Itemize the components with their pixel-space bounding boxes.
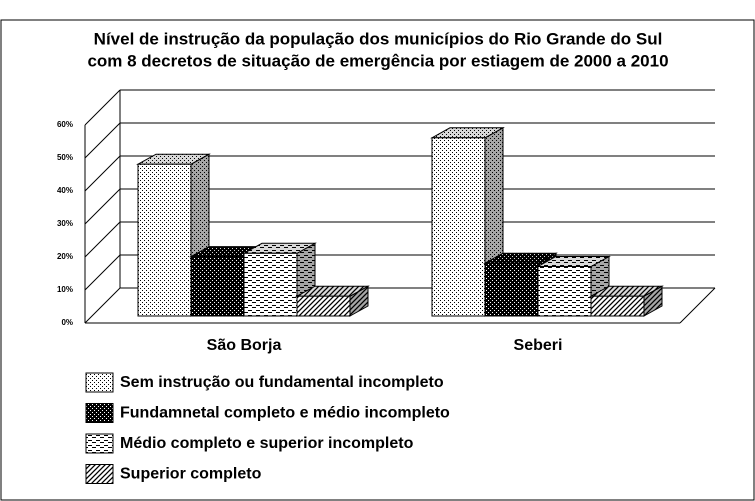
- floor-line: [679, 287, 716, 324]
- bar-top-shade: [432, 127, 503, 138]
- legend-label: Sem instrução ou fundamental incompleto: [120, 374, 444, 391]
- bar-top-shade: [297, 286, 368, 297]
- y-tick-label: 0%: [61, 318, 73, 327]
- bar-side-shade: [644, 286, 662, 316]
- chart-subtitle: com 8 decretos de situação de emergência…: [87, 51, 668, 70]
- bar-top-shade: [244, 243, 315, 254]
- x-tick-label: Seberi: [514, 337, 563, 354]
- legend-swatch: [85, 464, 114, 484]
- frame: [0, 19, 755, 501]
- grid-line: [84, 221, 121, 258]
- grid-line: [84, 254, 121, 291]
- grid-line: [84, 122, 121, 159]
- y-tick-label: 50%: [57, 153, 73, 162]
- legend-label: Médio completo e superior incompleto: [120, 435, 414, 452]
- bar-front: [296, 295, 351, 317]
- bar-front: [243, 252, 298, 317]
- bar-top-shade: [485, 253, 556, 264]
- bar: [589, 285, 664, 317]
- bar-front: [484, 262, 539, 317]
- legend-label: Superior completo: [120, 466, 262, 483]
- grid-line: [84, 155, 121, 192]
- grid-line: [84, 287, 121, 324]
- grid-line: [84, 89, 121, 126]
- legend-swatch: [85, 433, 114, 454]
- bar-side-shade: [350, 286, 368, 316]
- y-tick-label: 30%: [57, 219, 73, 228]
- y-tick-label: 20%: [57, 252, 73, 261]
- legend-label: Fundamnetal completo e médio incompleto: [120, 405, 450, 422]
- y-tick-label: 60%: [57, 120, 73, 129]
- bar-top-shade: [538, 256, 609, 267]
- bar: [295, 285, 370, 317]
- grid-line: [84, 188, 121, 225]
- bar-front: [190, 256, 245, 317]
- bar-front: [537, 266, 592, 317]
- bar-front: [431, 137, 486, 317]
- bar-front: [137, 163, 192, 317]
- bar-top-shade: [138, 154, 209, 165]
- bar-top-shade: [591, 286, 662, 297]
- bar-front: [590, 295, 645, 317]
- y-tick-label: 40%: [57, 186, 73, 195]
- x-tick-label: São Borja: [207, 337, 282, 354]
- y-tick-label: 10%: [57, 285, 73, 294]
- chart-title: Nível de instrução da população dos muni…: [94, 29, 663, 48]
- legend-swatch: [85, 403, 114, 423]
- legend-swatch: [85, 372, 114, 393]
